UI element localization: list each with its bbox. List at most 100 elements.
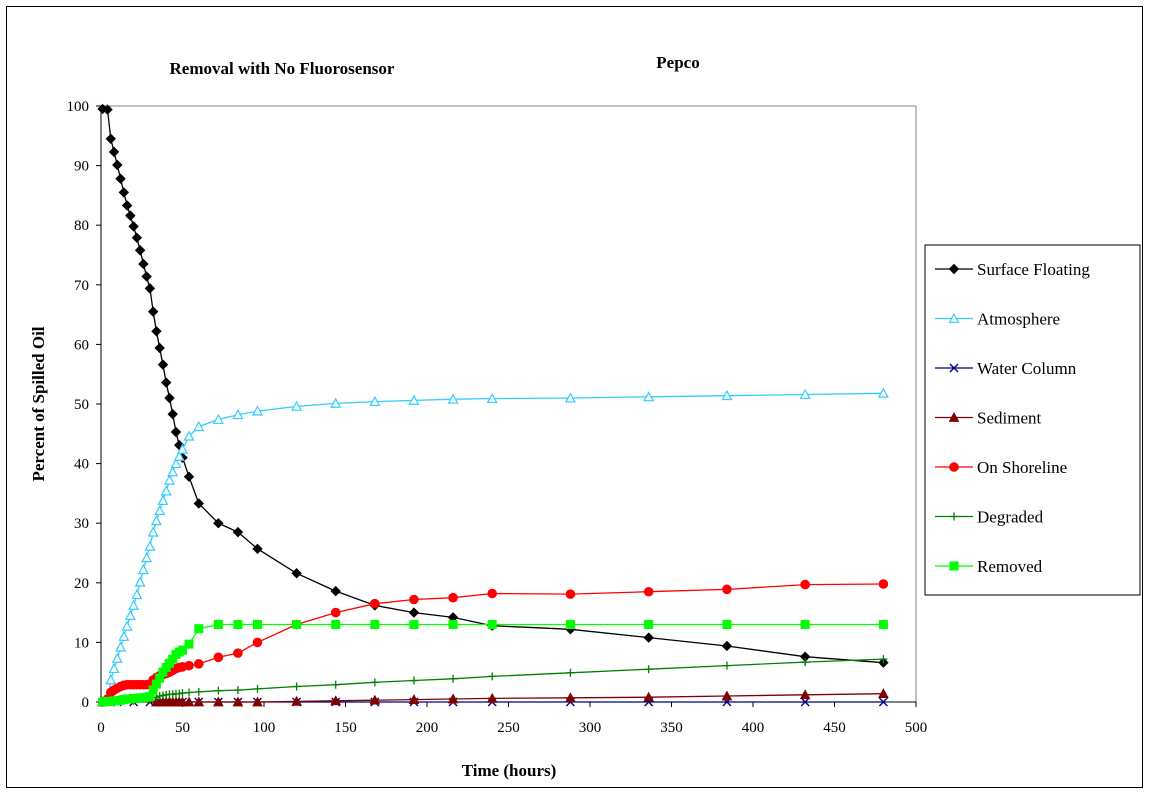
data-point-sediment [232, 696, 244, 707]
legend-item-atmosphere: Atmosphere [935, 310, 1060, 329]
chart-title-right: Pepco [656, 53, 699, 72]
data-point-atmosphere [108, 662, 120, 674]
series-layer [97, 103, 889, 707]
data-point-atmosphere [170, 457, 182, 469]
data-point-atmosphere [163, 474, 175, 485]
data-point-surface-floating [291, 568, 302, 579]
data-point-atmosphere [141, 552, 153, 563]
legend-box [924, 244, 1141, 596]
data-point-atmosphere [643, 391, 655, 402]
data-point-surface-floating [151, 326, 162, 337]
data-point-surface-floating [105, 133, 116, 144]
data-point-atmosphere [118, 630, 130, 641]
data-point-removed [644, 620, 654, 630]
data-point-atmosphere [124, 609, 136, 621]
y-tick-label: 90 [74, 159, 89, 175]
data-point-on-shoreline [565, 589, 576, 599]
data-point-on-shoreline [878, 579, 889, 589]
data-point-on-shoreline [370, 598, 380, 609]
data-point-atmosphere [183, 430, 195, 441]
data-point-degraded [370, 678, 379, 687]
legend-label-sediment: Sediment [977, 409, 1041, 428]
x-tick-label: 300 [579, 720, 602, 736]
data-point-surface-floating [115, 173, 126, 184]
data-point-degraded [722, 661, 731, 670]
data-point-atmosphere [291, 400, 303, 411]
x-tick-label: 100 [253, 720, 276, 736]
data-point-removed [233, 620, 243, 630]
data-point-atmosphere [134, 576, 146, 587]
data-point-surface-floating [147, 306, 159, 317]
data-point-removed [487, 620, 497, 630]
x-tick-label: 450 [823, 720, 846, 736]
legend-marker-atmosphere [948, 312, 960, 323]
data-point-removed [722, 620, 732, 630]
data-point-on-shoreline [448, 592, 458, 603]
data-point-on-shoreline [213, 652, 224, 663]
data-point-sediment [252, 696, 263, 707]
data-point-removed [448, 620, 458, 630]
data-point-degraded [253, 684, 262, 693]
legend-item-water-column: Water Column [935, 359, 1077, 378]
legend-marker-water-column [949, 363, 959, 373]
data-point-atmosphere [128, 599, 140, 610]
data-point-degraded [488, 672, 497, 681]
data-point-on-shoreline [194, 659, 204, 669]
data-point-surface-floating [118, 187, 130, 198]
data-point-degraded [449, 674, 458, 683]
data-point-surface-floating [154, 342, 165, 354]
data-point-atmosphere [144, 540, 156, 551]
data-point-degraded [233, 686, 242, 695]
data-point-surface-floating [193, 498, 205, 509]
x-tick-label: 500 [905, 720, 928, 736]
data-point-atmosphere [721, 389, 733, 401]
data-point-atmosphere [167, 466, 179, 477]
x-tick-label: 400 [742, 720, 765, 736]
data-point-sediment [721, 690, 733, 701]
data-point-atmosphere [369, 395, 381, 407]
y-tick-label: 100 [67, 99, 90, 115]
data-point-sediment [369, 694, 381, 705]
data-point-removed [800, 620, 810, 630]
data-point-atmosphere [408, 394, 420, 405]
data-point-atmosphere [176, 443, 189, 454]
legend-label-surface-floating: Surface Floating [977, 260, 1090, 279]
data-point-on-shoreline [409, 594, 419, 605]
data-point-surface-floating [134, 245, 146, 256]
data-point-atmosphere [121, 620, 133, 631]
data-point-atmosphere [330, 397, 342, 408]
data-point-degraded [185, 688, 194, 697]
data-point-surface-floating [128, 221, 139, 232]
data-point-on-shoreline [330, 607, 341, 618]
legend-marker-sediment [948, 411, 960, 422]
data-point-sediment [447, 693, 459, 704]
data-point-surface-floating [164, 392, 175, 404]
x-tick-label: 350 [660, 720, 683, 736]
legend-marker-surface-floating [948, 263, 960, 275]
legend-label-atmosphere: Atmosphere [977, 310, 1060, 329]
data-point-surface-floating [213, 517, 224, 529]
data-point-atmosphere [147, 526, 159, 537]
y-tick-label: 40 [74, 457, 89, 473]
data-point-sediment [643, 691, 655, 702]
x-tick-label: 50 [175, 720, 190, 736]
data-point-removed [184, 639, 194, 649]
data-point-removed [252, 620, 262, 630]
x-tick-label: 0 [97, 720, 105, 736]
y-tick-label: 70 [74, 278, 89, 294]
data-point-degraded [194, 687, 203, 696]
data-point-on-shoreline [252, 637, 263, 648]
data-point-sediment [183, 696, 195, 707]
data-point-degraded [879, 655, 888, 664]
data-point-on-shoreline [643, 586, 654, 597]
legend-marker-degraded [950, 512, 958, 521]
data-point-sediment [193, 696, 205, 707]
y-tick-label: 30 [74, 516, 89, 532]
data-point-removed [565, 620, 575, 630]
data-point-removed [370, 620, 380, 630]
series-sediment [97, 688, 889, 707]
data-point-atmosphere [115, 641, 127, 652]
legend-item-surface-floating: Surface Floating [935, 260, 1090, 279]
data-point-on-shoreline [722, 584, 732, 595]
data-point-atmosphere [212, 413, 224, 424]
